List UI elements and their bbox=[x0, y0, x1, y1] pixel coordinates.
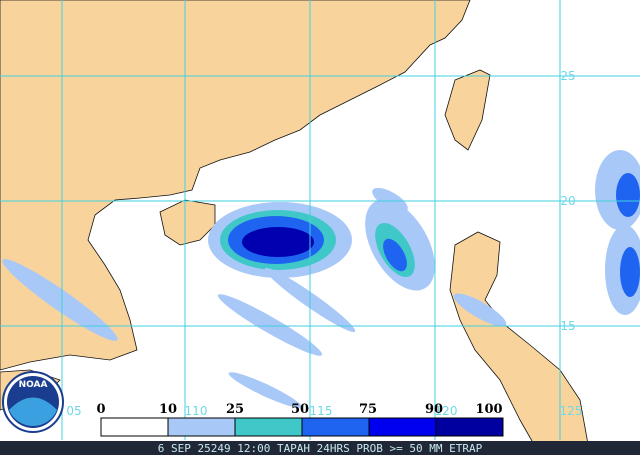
footer-bar bbox=[0, 441, 640, 455]
legend-label: 90 bbox=[425, 402, 443, 417]
lon-label: 115 bbox=[310, 404, 333, 418]
lat-label: 15 bbox=[560, 319, 575, 333]
noaa-logo: NOAA bbox=[2, 371, 64, 433]
legend-swatch bbox=[167, 417, 236, 437]
legend-swatch bbox=[234, 417, 303, 437]
lat-label: 20 bbox=[560, 194, 575, 208]
lat-label: 25 bbox=[560, 69, 575, 83]
rain-area bbox=[217, 294, 323, 356]
graticule bbox=[0, 0, 640, 440]
legend-swatch bbox=[100, 417, 169, 437]
rain-area bbox=[242, 227, 314, 257]
rain-area bbox=[616, 173, 640, 217]
legend-label: 100 bbox=[475, 402, 502, 417]
rain-probability bbox=[2, 150, 640, 408]
rain-area bbox=[2, 259, 118, 341]
rain-area bbox=[453, 293, 507, 327]
rain-area bbox=[620, 247, 640, 297]
lon-label: 120 bbox=[435, 404, 458, 418]
legend-label: 50 bbox=[291, 402, 309, 417]
legend-swatch bbox=[435, 417, 504, 437]
legend-label: 0 bbox=[96, 402, 105, 417]
legend-swatch bbox=[301, 417, 370, 437]
legend-swatch bbox=[368, 417, 437, 437]
rain-area bbox=[228, 372, 302, 408]
footer-text: 6 SEP 25249 12:00 TAPAH 24HRS PROB >= 50… bbox=[158, 442, 483, 455]
legend: 0 10 25 50 75 90 100 bbox=[96, 402, 504, 437]
logo-text: NOAA bbox=[19, 380, 48, 390]
legend-label: 10 bbox=[159, 402, 177, 417]
legend-label: 25 bbox=[226, 402, 244, 417]
rain-area bbox=[383, 238, 407, 272]
grid-labels: 25 20 15 05 110 115 120 125 bbox=[66, 69, 582, 418]
legend-label: 75 bbox=[359, 402, 377, 417]
rain-area bbox=[372, 187, 408, 213]
lon-label: 110 bbox=[185, 404, 208, 418]
lon-label: 125 bbox=[560, 404, 583, 418]
logo-wave bbox=[9, 397, 57, 427]
lon-label: 05 bbox=[66, 404, 81, 418]
